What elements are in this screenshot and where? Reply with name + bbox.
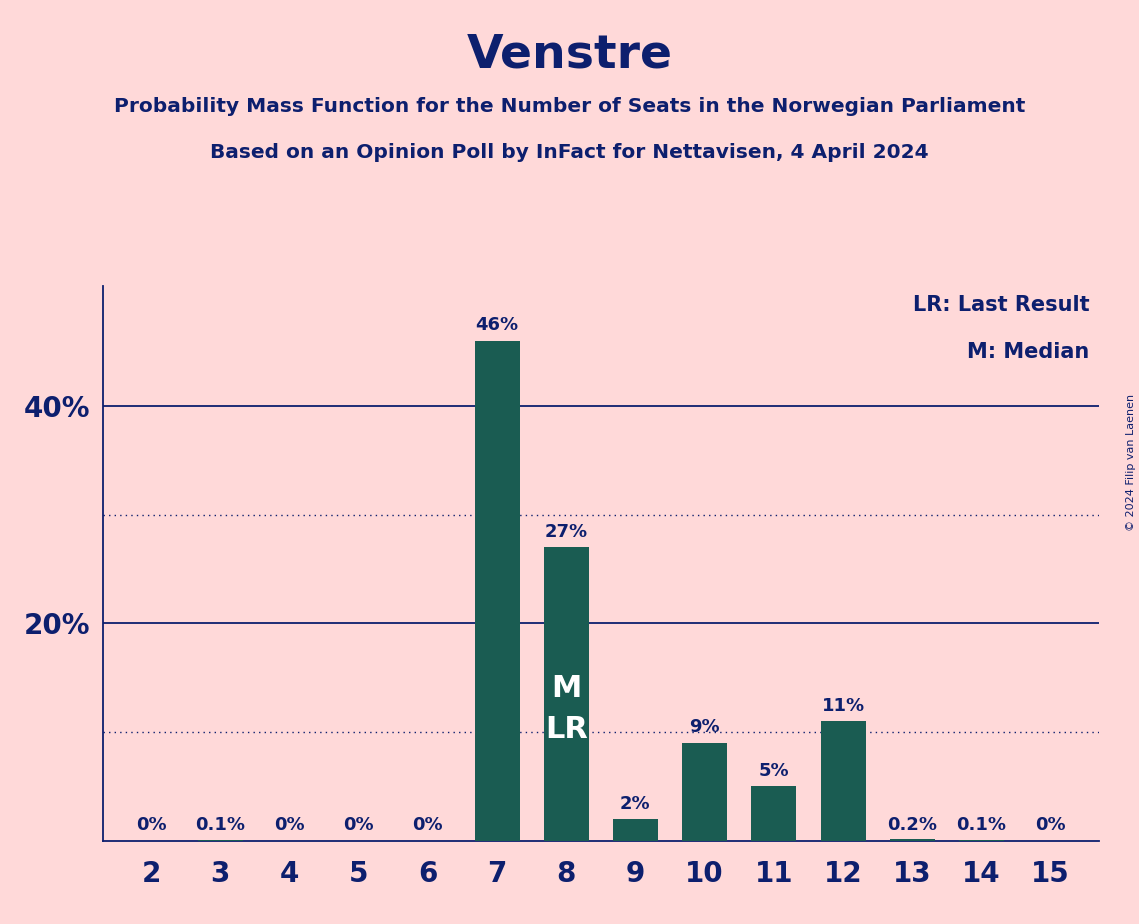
Text: 0%: 0%: [1035, 816, 1066, 834]
Text: 0%: 0%: [412, 816, 443, 834]
Bar: [475, 341, 519, 841]
Text: M: M: [551, 674, 581, 703]
Bar: [890, 839, 935, 841]
Text: Probability Mass Function for the Number of Seats in the Norwegian Parliament: Probability Mass Function for the Number…: [114, 97, 1025, 116]
Text: 2%: 2%: [620, 795, 650, 812]
Text: Venstre: Venstre: [467, 32, 672, 78]
Text: 27%: 27%: [544, 523, 588, 541]
Text: 0%: 0%: [136, 816, 166, 834]
Text: 0%: 0%: [343, 816, 374, 834]
Text: M: Median: M: Median: [967, 342, 1089, 362]
Text: 0.2%: 0.2%: [887, 816, 937, 834]
Text: 0%: 0%: [274, 816, 305, 834]
Bar: [752, 786, 796, 841]
Text: 46%: 46%: [475, 316, 518, 334]
Text: 11%: 11%: [821, 697, 865, 715]
Bar: [198, 840, 243, 841]
Text: 0.1%: 0.1%: [957, 816, 1007, 834]
Text: 9%: 9%: [689, 719, 720, 736]
Text: LR: Last Result: LR: Last Result: [912, 295, 1089, 315]
Text: LR: LR: [544, 715, 588, 744]
Text: 5%: 5%: [759, 762, 789, 780]
Bar: [820, 722, 866, 841]
Text: © 2024 Filip van Laenen: © 2024 Filip van Laenen: [1126, 394, 1136, 530]
Bar: [543, 547, 589, 841]
Text: 0.1%: 0.1%: [195, 816, 245, 834]
Text: Based on an Opinion Poll by InFact for Nettavisen, 4 April 2024: Based on an Opinion Poll by InFact for N…: [211, 143, 928, 163]
Bar: [959, 840, 1003, 841]
Bar: [613, 819, 658, 841]
Bar: [682, 743, 727, 841]
